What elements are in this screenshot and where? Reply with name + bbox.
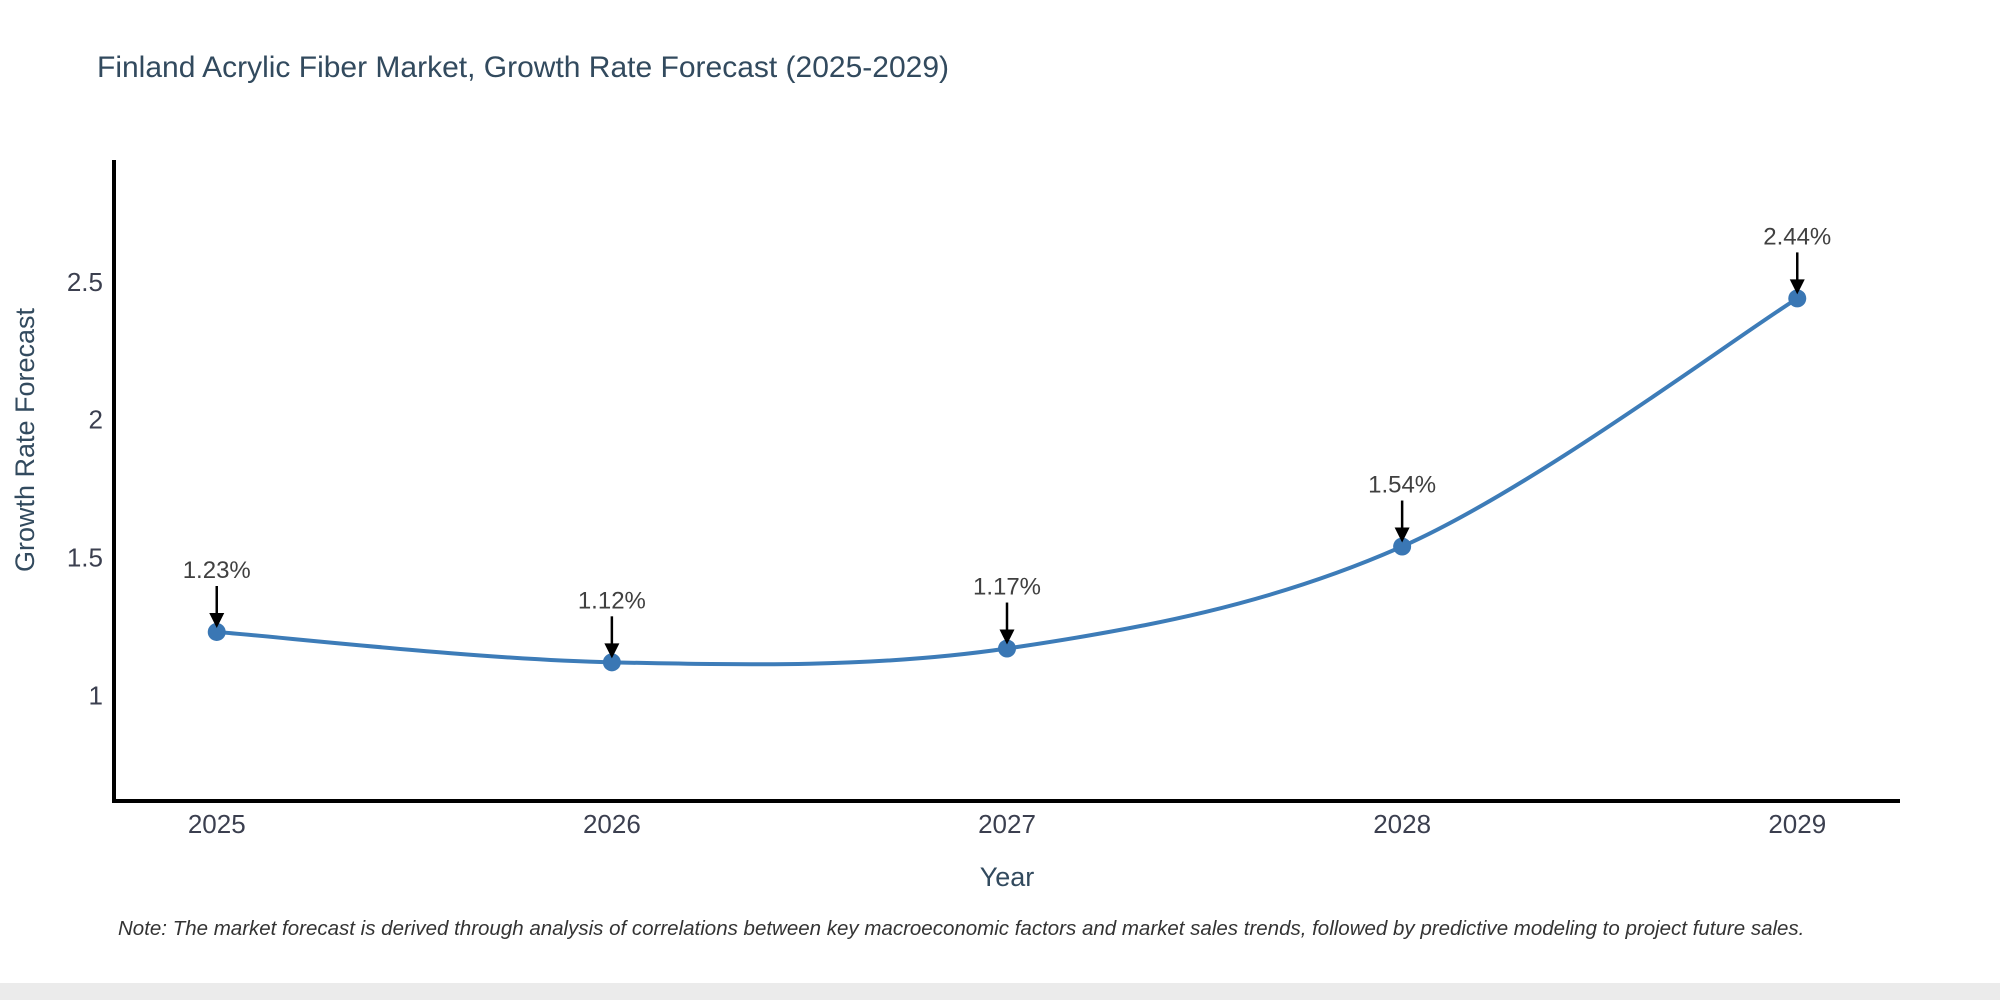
footnote: Note: The market forecast is derived thr…	[118, 917, 1805, 940]
data-point-marker[interactable]	[207, 622, 226, 641]
x-tick-label: 2026	[583, 809, 641, 839]
y-tick-label: 2	[89, 405, 103, 435]
annotation-arrowhead-icon	[604, 643, 620, 659]
annotation-label: 2.44%	[1763, 223, 1831, 250]
x-axis-title: Year	[980, 862, 1035, 892]
annotation-label: 1.23%	[183, 557, 251, 584]
x-tick-label: 2027	[978, 809, 1036, 839]
chart-title: Finland Acrylic Fiber Market, Growth Rat…	[97, 51, 949, 84]
y-tick-label: 2.5	[67, 267, 103, 297]
data-point-marker[interactable]	[602, 653, 621, 672]
annotation-arrowhead-icon	[999, 629, 1015, 645]
y-tick-label: 1	[89, 680, 103, 710]
annotation-arrowhead-icon	[1789, 279, 1805, 295]
x-tick-label: 2025	[188, 809, 246, 839]
data-point-marker[interactable]	[1393, 537, 1412, 556]
annotation-arrowhead-icon	[1394, 527, 1410, 543]
series-line	[214, 296, 1800, 667]
x-tick-label: 2028	[1373, 809, 1431, 839]
annotation-label: 1.54%	[1368, 472, 1436, 499]
data-point-marker[interactable]	[1788, 289, 1807, 308]
bottom-strip	[0, 983, 2000, 1000]
data-point-marker[interactable]	[998, 639, 1016, 658]
x-tick-label: 2029	[1768, 809, 1826, 839]
y-tick-label: 1.5	[67, 543, 103, 573]
y-axis-title: Growth Rate Forecast	[10, 307, 40, 572]
annotation-arrowhead-icon	[209, 612, 225, 628]
annotation-label: 1.12%	[578, 587, 646, 614]
annotation-label: 1.17%	[973, 574, 1041, 601]
